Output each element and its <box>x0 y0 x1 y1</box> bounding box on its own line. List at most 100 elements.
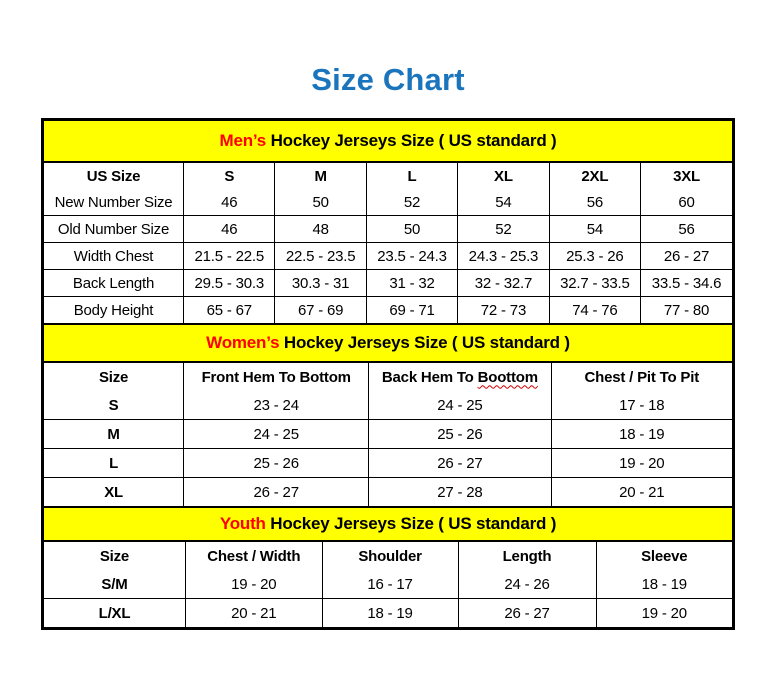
mens-value-cell: 69 - 71 <box>365 296 459 323</box>
mens-table-row: Old Number Size 46 48 50 52 54 56 <box>44 215 732 243</box>
youth-value-cell: 24 - 26 <box>457 570 597 599</box>
section-youth: Youth Hockey Jerseys Size ( US standard … <box>44 506 732 627</box>
womens-band-text: Hockey Jerseys Size ( US standard ) <box>279 333 570 352</box>
mens-value-cell: 52 <box>365 189 459 216</box>
womens-value-cell: 24 - 25 <box>368 391 552 420</box>
section-mens: Men’s Hockey Jerseys Size ( US standard … <box>44 121 732 323</box>
womens-section-band: Women’s Hockey Jerseys Size ( US standar… <box>44 323 732 363</box>
youth-column-header: Chest / Width <box>184 542 323 570</box>
youth-band-highlight: Youth <box>219 514 266 533</box>
mens-value-cell: 46 <box>183 215 276 243</box>
womens-row-label: XL <box>44 477 185 506</box>
youth-table-row: S/M 19 - 20 16 - 17 24 - 26 18 - 19 <box>44 570 732 599</box>
mens-value-cell: 50 <box>365 215 459 243</box>
youth-section-band: Youth Hockey Jerseys Size ( US standard … <box>44 506 732 542</box>
mens-column-header: US Size <box>44 163 185 189</box>
mens-value-cell: 48 <box>274 215 367 243</box>
mens-value-cell: 60 <box>640 189 732 216</box>
youth-row-label: S/M <box>44 570 186 599</box>
womens-row-label: L <box>44 448 185 478</box>
section-womens: Women’s Hockey Jerseys Size ( US standar… <box>44 323 732 506</box>
womens-value-cell: 25 - 26 <box>183 448 370 478</box>
mens-value-cell: 30.3 - 31 <box>274 269 367 297</box>
womens-table-row: M 24 - 25 25 - 26 18 - 19 <box>44 419 732 449</box>
womens-column-header: Chest / Pit To Pit <box>550 363 732 391</box>
womens-value-cell: 20 - 21 <box>550 477 732 506</box>
womens-table-row: S 23 - 24 24 - 25 17 - 18 <box>44 391 732 420</box>
mens-row-label: Body Height <box>44 296 185 323</box>
youth-band-text: Hockey Jerseys Size ( US standard ) <box>265 514 557 533</box>
womens-row-label: S <box>44 391 185 420</box>
youth-column-header: Sleeve <box>595 542 732 570</box>
youth-value-cell: 18 - 19 <box>321 598 459 627</box>
youth-value-cell: 19 - 20 <box>184 570 323 599</box>
womens-value-cell: 24 - 25 <box>183 419 370 449</box>
mens-table-row: Width Chest 21.5 - 22.5 22.5 - 23.5 23.5 - … <box>44 242 732 270</box>
mens-value-cell: 26 - 27 <box>640 242 732 270</box>
size-table-mens: US Size S M L XL 2XL 3XL New Number Size 46 50 52 5… <box>44 163 732 323</box>
womens-table-row: XL 26 - 27 27 - 28 20 - 21 <box>44 477 732 506</box>
page-title: Size Chart <box>311 62 465 97</box>
mens-table-row: Body Height 65 - 67 67 - 69 69 - 71 72 - 73 7… <box>44 296 732 323</box>
youth-column-header: Shoulder <box>321 542 459 570</box>
womens-value-cell: 18 - 19 <box>550 419 732 449</box>
mens-table-row: New Number Size 46 50 52 54 56 60 <box>44 189 732 216</box>
youth-row-label: L/XL <box>44 598 186 627</box>
mens-value-cell: 29.5 - 30.3 <box>183 269 276 297</box>
mens-value-cell: 74 - 76 <box>548 296 642 323</box>
mens-table-row: Back Length 29.5 - 30.3 30.3 - 31 31 - 32 32… <box>44 269 732 297</box>
mens-value-cell: 50 <box>274 189 367 216</box>
mens-column-header: 2XL <box>548 163 642 189</box>
mens-value-cell: 46 <box>183 189 276 216</box>
youth-table-row: L/XL 20 - 21 18 - 19 26 - 27 19 - 20 <box>44 598 732 627</box>
womens-header-row: Size Front Hem To Bottom Back Hem To Boott… <box>44 363 732 391</box>
mens-value-cell: 54 <box>457 189 550 216</box>
womens-value-cell: 17 - 18 <box>550 391 732 420</box>
size-table-womens: Size Front Hem To Bottom Back Hem To Boott… <box>44 363 732 506</box>
mens-header-row: US Size S M L XL 2XL 3XL <box>44 163 732 189</box>
mens-value-cell: 65 - 67 <box>183 296 276 323</box>
youth-value-cell: 26 - 27 <box>457 598 597 627</box>
mens-value-cell: 23.5 - 24.3 <box>365 242 459 270</box>
womens-row-label: M <box>44 419 185 449</box>
mens-column-header: S <box>183 163 276 189</box>
mens-value-cell: 72 - 73 <box>457 296 550 323</box>
misspelled-word: Boottom <box>477 368 538 386</box>
womens-value-cell: 19 - 20 <box>550 448 732 478</box>
mens-value-cell: 33.5 - 34.6 <box>640 269 732 297</box>
mens-value-cell: 32.7 - 33.5 <box>548 269 642 297</box>
mens-value-cell: 31 - 32 <box>365 269 459 297</box>
mens-section-band: Men’s Hockey Jerseys Size ( US standard … <box>44 121 732 163</box>
mens-value-cell: 25.3 - 26 <box>548 242 642 270</box>
mens-value-cell: 54 <box>548 215 642 243</box>
womens-band-highlight: Women’s <box>206 333 280 352</box>
mens-value-cell: 24.3 - 25.3 <box>457 242 550 270</box>
mens-value-cell: 56 <box>548 189 642 216</box>
mens-row-label: Back Length <box>44 269 185 297</box>
youth-header-row: Size Chest / Width Shoulder Length Sleeve <box>44 542 732 570</box>
mens-value-cell: 32 - 32.7 <box>457 269 550 297</box>
mens-row-label: Width Chest <box>44 242 185 270</box>
womens-value-cell: 26 - 27 <box>183 477 370 506</box>
womens-value-cell: 23 - 24 <box>183 391 370 420</box>
youth-column-header: Size <box>44 542 186 570</box>
mens-column-header: L <box>365 163 459 189</box>
mens-value-cell: 52 <box>457 215 550 243</box>
mens-value-cell: 77 - 80 <box>640 296 732 323</box>
mens-column-header: XL <box>457 163 550 189</box>
size-chart: Men’s Hockey Jerseys Size ( US standard … <box>41 118 735 630</box>
mens-value-cell: 56 <box>640 215 732 243</box>
mens-row-label: New Number Size <box>44 189 185 216</box>
youth-value-cell: 16 - 17 <box>321 570 459 599</box>
mens-value-cell: 22.5 - 23.5 <box>274 242 367 270</box>
womens-table-row: L 25 - 26 26 - 27 19 - 20 <box>44 448 732 478</box>
mens-column-header: 3XL <box>640 163 732 189</box>
mens-value-cell: 67 - 69 <box>274 296 367 323</box>
womens-column-header: Front Hem To Bottom <box>183 363 370 391</box>
youth-value-cell: 19 - 20 <box>595 598 732 627</box>
youth-column-header: Length <box>457 542 597 570</box>
womens-value-cell: 27 - 28 <box>368 477 552 506</box>
womens-value-cell: 25 - 26 <box>368 419 552 449</box>
youth-value-cell: 18 - 19 <box>595 570 732 599</box>
